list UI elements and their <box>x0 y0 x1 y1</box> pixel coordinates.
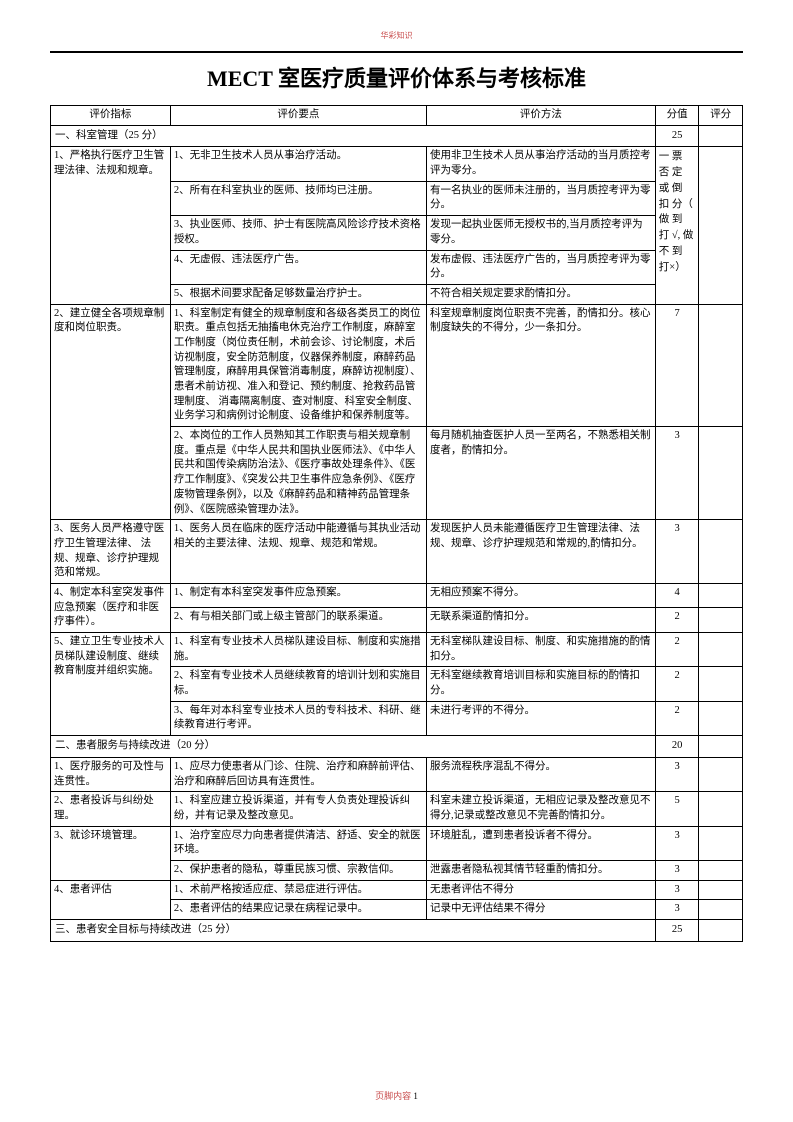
method: 使用非卫生技术人员从事治疗活动的当月质控考评为零分。 <box>426 147 655 181</box>
watermark-top: 华彩知识 <box>50 30 743 41</box>
point: 1、无非卫生技术人员从事治疗活动。 <box>170 147 426 181</box>
indicator-1: 1、严格执行医疗卫生管理法律、法规和规章。 <box>51 147 171 304</box>
score-note: 一 票 否 定 或 倒 扣 分（ 做 到 打 √, 做 不 到 打×） <box>655 147 699 304</box>
section-1-label: 一、科室管理（25 分） <box>51 125 656 147</box>
indicator-8: 3、就诊环境管理。 <box>51 826 171 880</box>
page-title: MECT 室医疗质量评价体系与考核标准 <box>50 61 743 93</box>
table-row: 2、建立健全各项规章制度和岗位职责。 1、科室制定有健全的规章制度和各级各类员工… <box>51 304 743 427</box>
indicator-5: 5、建立卫生专业技术人员梯队建设制度、继续教育制度并组织实施。 <box>51 633 171 736</box>
table-row: 4、患者评估 1、术前严格按适应症、禁忌症进行评估。 无患者评估不得分 3 <box>51 880 743 900</box>
indicator-2: 2、建立健全各项规章制度和岗位职责。 <box>51 304 171 520</box>
table-row: 4、制定本科室突发事件应急预案（医疗和非医疗事件）。 1、制定有本科室突发事件应… <box>51 583 743 608</box>
table-row: 3、就诊环境管理。 1、治疗室应尽力向患者提供清洁、舒适、安全的就医环境。 环境… <box>51 826 743 860</box>
th-point: 评价要点 <box>170 106 426 126</box>
footer: 页脚内容 1 <box>0 1089 793 1102</box>
th-rating: 评分 <box>699 106 743 126</box>
indicator-3: 3、医务人员严格遵守医疗卫生管理法律、 法规、规章、诊疗护理规范和常规。 <box>51 520 171 584</box>
table-row: 2、患者投诉与纠纷处理。 1、科室应建立投诉渠道，并有专人负责处理投诉纠纷，并有… <box>51 792 743 826</box>
th-indicator: 评价指标 <box>51 106 171 126</box>
indicator-9: 4、患者评估 <box>51 880 171 919</box>
footer-page: 1 <box>413 1091 418 1101</box>
evaluation-table: 评价指标 评价要点 评价方法 分值 评分 一、科室管理（25 分） 25 1、严… <box>50 105 743 942</box>
footer-label: 页脚内容 <box>375 1091 411 1101</box>
header-rule <box>50 51 743 53</box>
table-row: 5、建立卫生专业技术人员梯队建设制度、继续教育制度并组织实施。 1、科室有专业技… <box>51 633 743 667</box>
indicator-4: 4、制定本科室突发事件应急预案（医疗和非医疗事件）。 <box>51 583 171 632</box>
table-row: 3、医务人员严格遵守医疗卫生管理法律、 法规、规章、诊疗护理规范和常规。 1、医… <box>51 520 743 584</box>
table-row: 1、严格执行医疗卫生管理法律、法规和规章。 1、无非卫生技术人员从事治疗活动。 … <box>51 147 743 181</box>
section-2: 二、患者服务与持续改进（20 分） 20 <box>51 736 743 758</box>
indicator-6: 1、医疗服务的可及性与连贯性。 <box>51 757 171 791</box>
section-3: 三、患者安全目标与持续改进（25 分） 25 <box>51 920 743 942</box>
th-method: 评价方法 <box>426 106 655 126</box>
th-score: 分值 <box>655 106 699 126</box>
table-row: 1、医疗服务的可及性与连贯性。 1、应尽力使患者从门诊、住院、治疗和麻醉前评估、… <box>51 757 743 791</box>
header-row: 评价指标 评价要点 评价方法 分值 评分 <box>51 106 743 126</box>
indicator-7: 2、患者投诉与纠纷处理。 <box>51 792 171 826</box>
section-1-score: 25 <box>655 125 699 147</box>
section-1: 一、科室管理（25 分） 25 <box>51 125 743 147</box>
